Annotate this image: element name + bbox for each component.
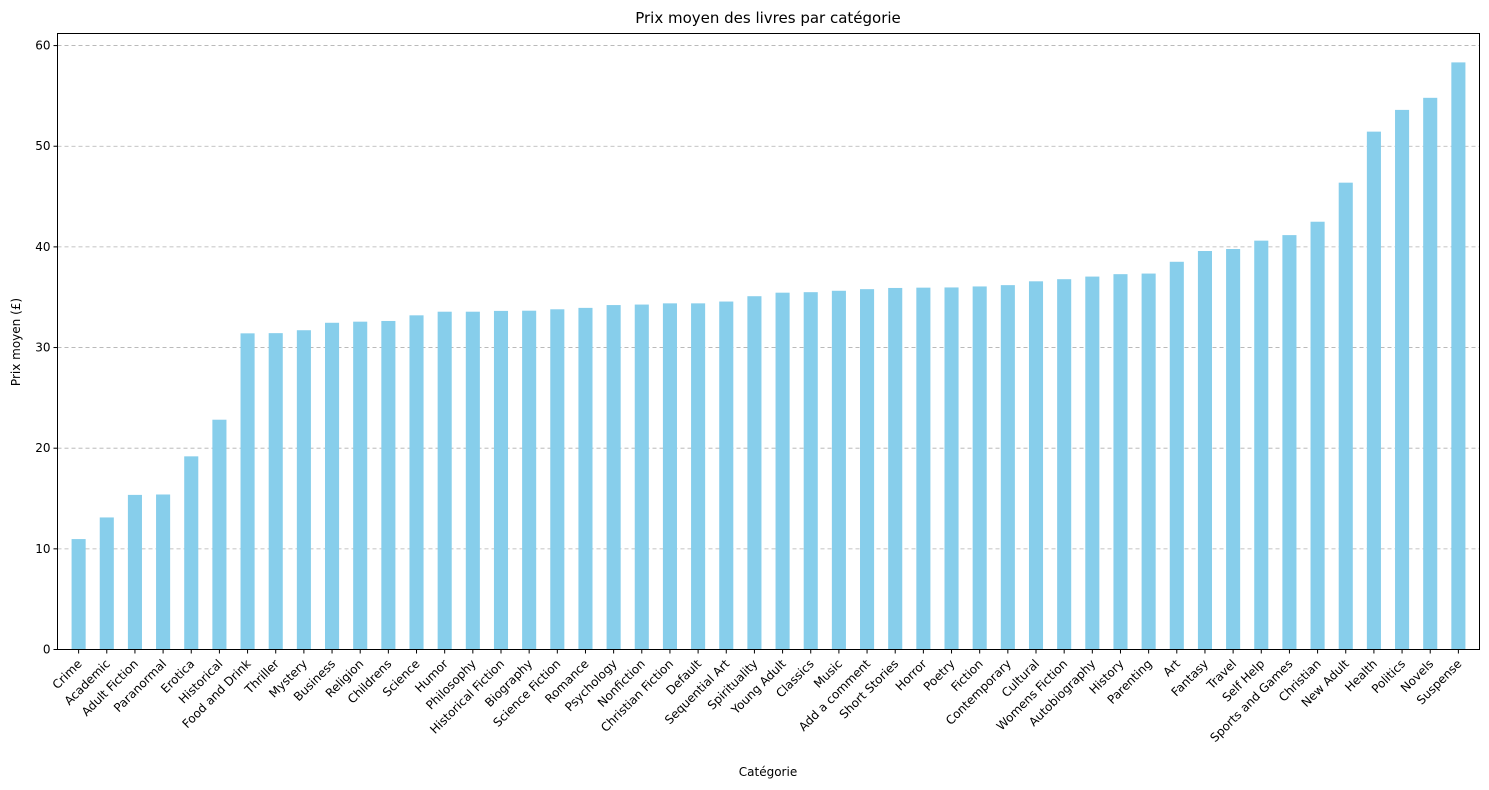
- bar: [634, 304, 649, 650]
- bars: [71, 62, 1466, 650]
- bar: [1057, 279, 1072, 650]
- bar: [1141, 273, 1156, 650]
- bar: [662, 303, 677, 650]
- bar: [99, 517, 114, 650]
- y-tick-label: 10: [35, 542, 50, 556]
- bar: [1366, 131, 1381, 650]
- bar: [1226, 248, 1241, 650]
- bar: [972, 286, 987, 650]
- grid-lines: [57, 45, 1480, 550]
- bar: [493, 310, 509, 650]
- plot-frame: [57, 33, 1480, 650]
- bar: [606, 305, 621, 650]
- bar: [156, 494, 171, 650]
- bar: [578, 307, 593, 650]
- bar: [944, 287, 959, 650]
- bar: [1282, 235, 1297, 650]
- bar: [381, 320, 396, 650]
- bar: [1254, 240, 1269, 650]
- bar: [550, 309, 565, 650]
- bar: [916, 287, 931, 650]
- bar: [1000, 285, 1015, 650]
- bar: [465, 311, 480, 650]
- bar: [353, 321, 368, 650]
- bar: [1451, 62, 1466, 650]
- x-tick-label: Art: [1160, 657, 1183, 680]
- bar: [1395, 109, 1410, 650]
- x-axis-title: Catégorie: [739, 765, 797, 779]
- bar: [803, 292, 818, 650]
- y-axis: 0 10 20 30 40 50 60: [35, 39, 58, 657]
- y-tick-label: 60: [35, 39, 50, 53]
- bar: [1423, 97, 1438, 650]
- y-tick-label: 0: [43, 643, 51, 657]
- bar: [1085, 276, 1100, 650]
- bar: [1169, 261, 1184, 650]
- bar: [775, 292, 790, 650]
- bar: [184, 456, 199, 650]
- chart-title: Prix moyen des livres par catégorie: [635, 9, 901, 27]
- bar: [1338, 182, 1353, 650]
- y-tick-label: 50: [35, 139, 50, 153]
- bar: [860, 289, 875, 650]
- bar: [437, 311, 452, 650]
- bar: [127, 494, 142, 650]
- bar: [747, 296, 762, 650]
- bar: [719, 301, 734, 650]
- y-tick-label: 30: [35, 341, 50, 355]
- bar: [831, 290, 846, 650]
- bar: [1197, 251, 1212, 650]
- bar: [1310, 221, 1325, 650]
- bar: [691, 303, 706, 650]
- y-axis-title: Prix moyen (£): [9, 298, 23, 386]
- y-tick-label: 40: [35, 240, 50, 254]
- bar: [71, 539, 86, 650]
- bar: [240, 333, 255, 650]
- bar: [1028, 281, 1044, 650]
- bar: [325, 322, 340, 650]
- bar: [212, 419, 227, 650]
- bar: [296, 330, 311, 650]
- bar: [888, 287, 903, 650]
- bar: [522, 310, 537, 650]
- bar: [268, 333, 283, 650]
- bar: [409, 315, 424, 650]
- bar: [1113, 274, 1128, 650]
- y-tick-label: 20: [35, 441, 50, 455]
